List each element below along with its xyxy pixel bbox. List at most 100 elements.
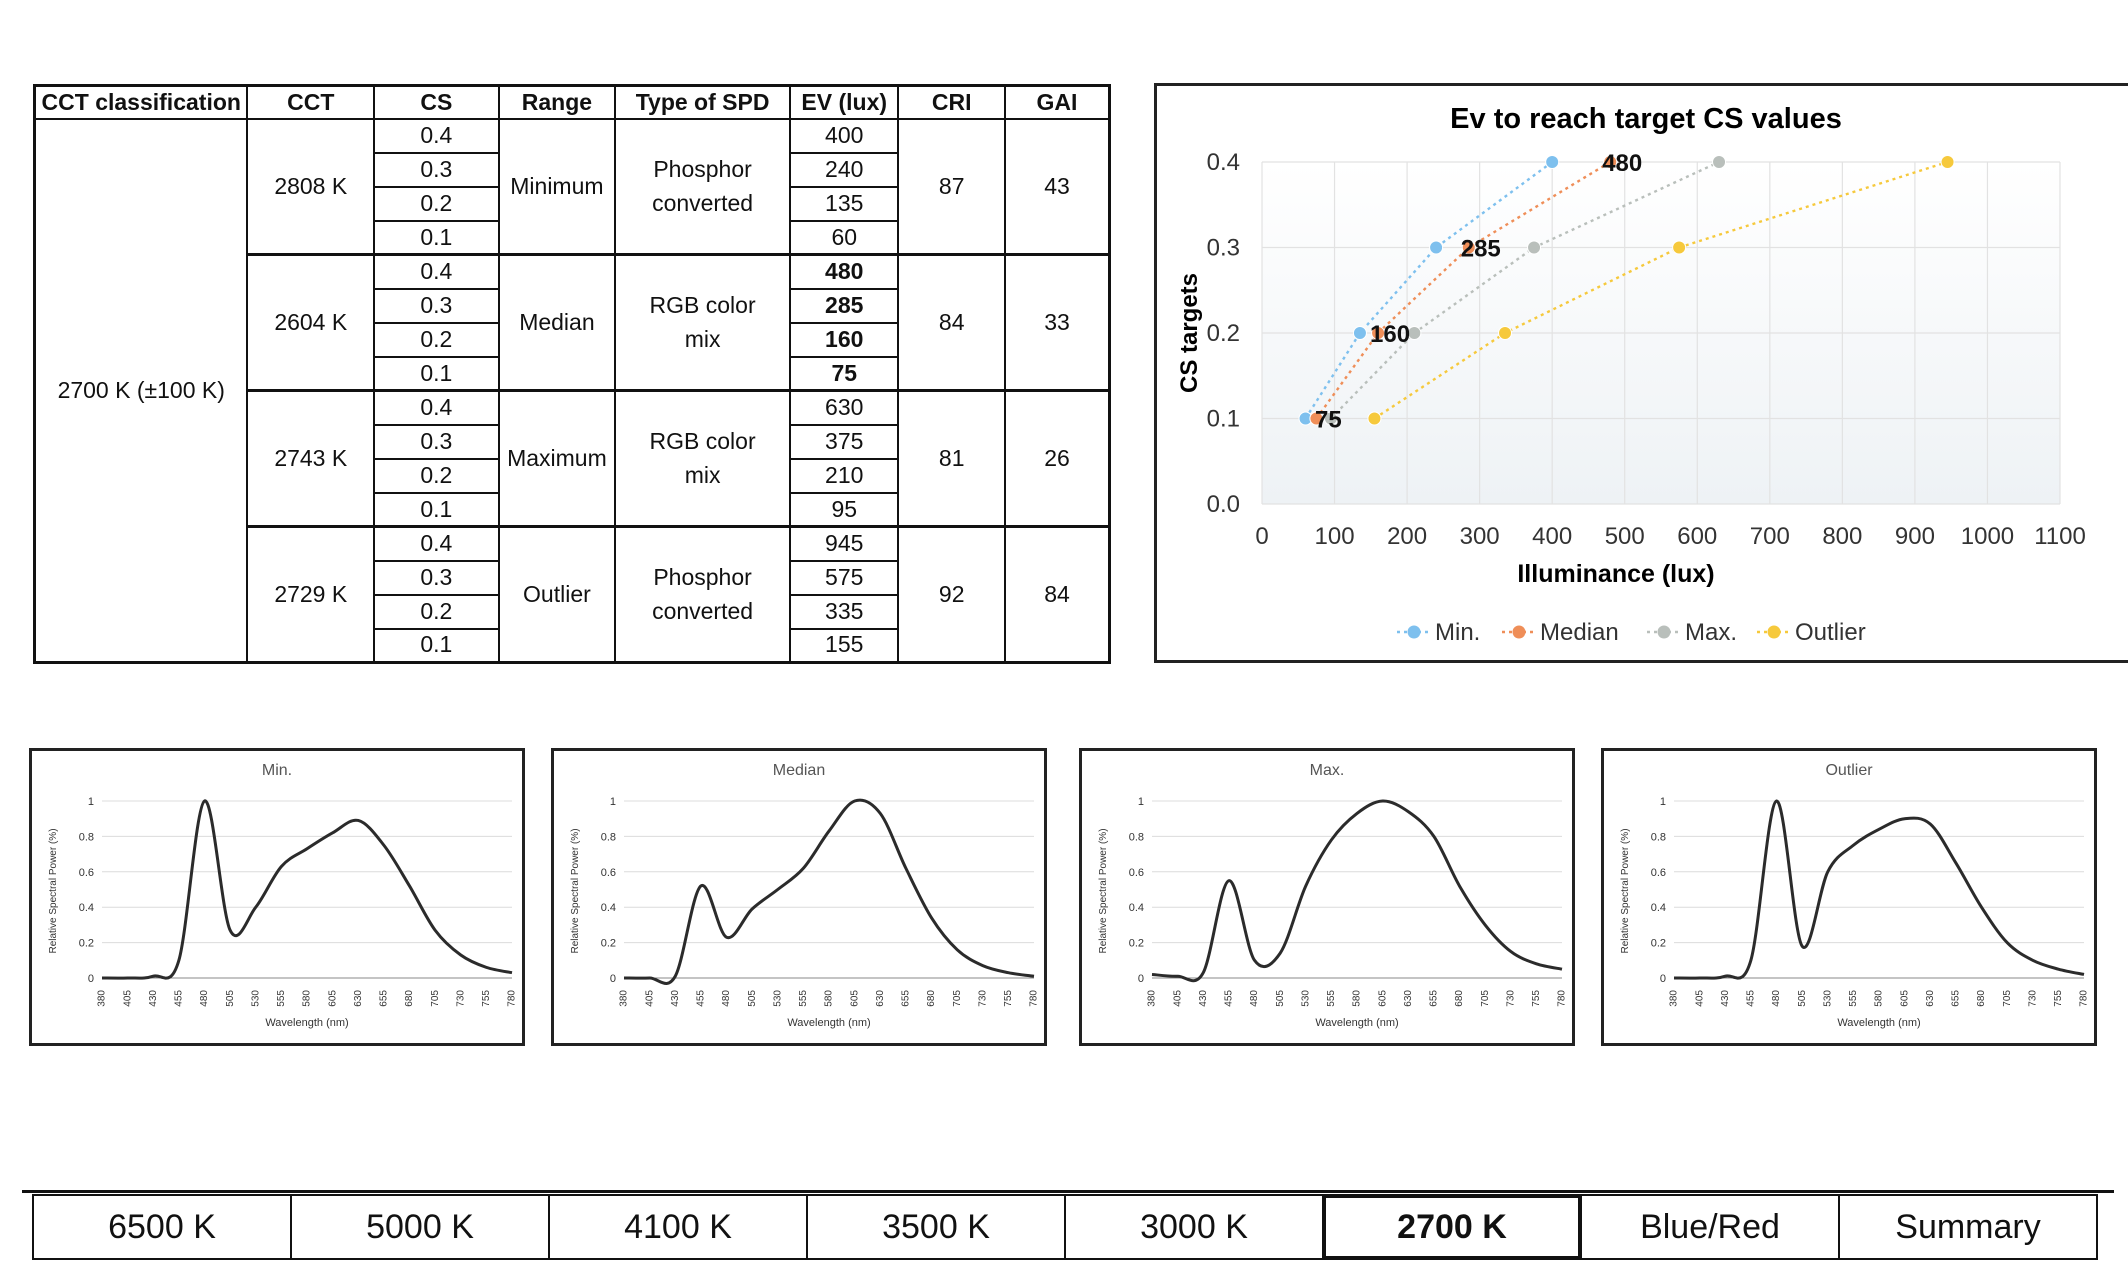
x-axis-label: Wavelength (nm) <box>265 1017 348 1029</box>
x-tick-label: 755 <box>2053 990 2064 1007</box>
x-tick-label: 480 <box>721 990 732 1007</box>
tab-2700-k[interactable]: 2700 K <box>1322 1194 1582 1260</box>
x-tick-label: 605 <box>849 990 860 1007</box>
x-tick-label: 730 <box>977 990 988 1007</box>
spd-type-cell: Phosphor converted <box>614 118 791 256</box>
table-body: 2700 K (±100 K) 2808 K 0.4 Minimum Phosphor … <box>33 118 1111 664</box>
x-tick-label: 400 <box>1532 523 1572 550</box>
x-tick-label: 500 <box>1605 523 1645 550</box>
spd-panel-median: Median 0 0.2 0.4 0.6 0.8 1 380 405 430 455 480 505 53… <box>551 748 1047 1046</box>
x-tick-label: 680 <box>1976 990 1987 1007</box>
y-axis-label: Relative Spectral Power (%) <box>48 828 59 953</box>
x-tick-label: 605 <box>1899 990 1910 1007</box>
tab-3500-k[interactable]: 3500 K <box>806 1194 1066 1260</box>
chart-title: Ev to reach target CS values <box>1450 103 1842 135</box>
x-tick-label: 680 <box>926 990 937 1007</box>
cs-cell: 0.4 <box>373 253 500 290</box>
data-point-outlier <box>1672 240 1687 255</box>
x-tick-label: 800 <box>1822 523 1862 550</box>
header-gai: GAI <box>1003 84 1111 120</box>
x-tick-label: 655 <box>901 990 912 1007</box>
tab-6500-k[interactable]: 6500 K <box>32 1194 292 1260</box>
tab-4100-k[interactable]: 4100 K <box>548 1194 808 1260</box>
table-row: 0.3 575 <box>35 559 1110 596</box>
tab-3000-k[interactable]: 3000 K <box>1064 1194 1324 1260</box>
x-tick-label: 705 <box>2002 990 2013 1007</box>
data-point-max <box>1407 326 1422 340</box>
gai-cell: 43 <box>1003 118 1111 256</box>
x-tick-label: 730 <box>1505 990 1516 1007</box>
x-tick-label: 755 <box>481 990 492 1007</box>
y-tick-label: 0.8 <box>1129 831 1144 843</box>
ev-cell: 160 <box>788 321 900 358</box>
spd-chart-outlier: Outlier 0 0.2 0.4 0.6 0.8 1 380 405 430 455 480 505 5… <box>1620 762 2090 1029</box>
legend-marker-median <box>1512 625 1526 639</box>
series-line-min <box>1304 161 1553 420</box>
x-tick-label: 605 <box>327 990 338 1007</box>
data-point-median <box>1309 411 1324 426</box>
y-tick-label: 0.8 <box>1651 831 1666 843</box>
x-tick-label: 680 <box>1454 990 1465 1007</box>
spd-type-cell: RGB color mix <box>614 389 791 528</box>
x-tick-label: 405 <box>122 990 133 1007</box>
cs-cell: 0.2 <box>373 185 500 222</box>
table-header-row: CCT classification CCT CS Range Type of … <box>33 84 1111 120</box>
header-ev: EV (lux) <box>788 84 900 120</box>
x-tick-label: 380 <box>97 990 108 1007</box>
legend-label: Min. <box>1435 619 1480 646</box>
x-axis-label: Wavelength (nm) <box>1315 1017 1398 1029</box>
x-tick-label: 405 <box>1172 990 1183 1007</box>
spectrum-line <box>101 799 513 980</box>
x-tick-label: 430 <box>1720 990 1731 1007</box>
gai-cell: 26 <box>1003 389 1111 528</box>
x-tick-label: 600 <box>1677 523 1717 550</box>
x-tick-label: 530 <box>250 990 261 1007</box>
x-tick-label: 655 <box>379 990 390 1007</box>
x-tick-label: 780 <box>1557 990 1568 1007</box>
x-tick-label: 455 <box>1224 990 1235 1007</box>
table-row: 2604 K 0.4 Median RGB color mix 480 84 33 <box>35 253 1111 392</box>
ev-cell: 60 <box>788 219 900 256</box>
spd-panel-min: Min. 0 0.2 0.4 0.6 0.8 1 380 405 430 455 480 505 530 5… <box>29 748 525 1046</box>
y-axis-label: Relative Spectral Power (%) <box>1098 828 1109 953</box>
x-tick-label: 0 <box>1255 523 1268 550</box>
tab-summary[interactable]: Summary <box>1838 1194 2098 1260</box>
y-tick-label: 0.6 <box>1651 867 1666 879</box>
ev-scatter-chart: 0 100 200 300 400 500 600 700 800 900 1000 1100 0.0 0… <box>1154 83 2128 663</box>
x-tick-label: 380 <box>1147 990 1158 1007</box>
spd-chart-title: Max. <box>1310 762 1345 779</box>
y-axis-label: Relative Spectral Power (%) <box>570 828 581 953</box>
cs-cell: 0.2 <box>373 593 500 630</box>
data-point-outlier <box>1940 155 1955 169</box>
tab-5000-k[interactable]: 5000 K <box>290 1194 550 1260</box>
x-tick-label: 480 <box>1249 990 1260 1007</box>
ev-cell: 480 <box>788 253 900 290</box>
y-axis-label: CS targets <box>1176 273 1203 393</box>
x-tick-label: 630 <box>1403 990 1414 1007</box>
data-point-outlier <box>1367 411 1382 426</box>
series-line-outlier <box>1373 160 1948 420</box>
y-tick-label: 0.4 <box>1651 902 1666 914</box>
legend-marker-min <box>1407 625 1421 639</box>
legend-marker-outlier <box>1767 625 1781 639</box>
x-tick-label: 430 <box>148 990 159 1007</box>
x-tick-label: 380 <box>1669 990 1680 1007</box>
y-tick-label: 0.3 <box>1207 235 1240 262</box>
y-tick-label: 0.0 <box>1207 491 1240 518</box>
x-tick-label: 405 <box>1694 990 1705 1007</box>
x-tick-label: 730 <box>2027 990 2038 1007</box>
tab-blue-red[interactable]: Blue/Red <box>1580 1194 1840 1260</box>
data-point-median <box>1371 326 1386 340</box>
ev-cell: 630 <box>788 389 900 426</box>
cs-cell: 0.1 <box>373 627 500 664</box>
table-row: 2743 K 0.4 Maximum RGB color mix 630 81 26 <box>35 389 1111 528</box>
data-label: 480 <box>1602 150 1642 177</box>
spectrum-line <box>1673 799 2085 980</box>
gai-cell: 84 <box>1003 525 1111 664</box>
ev-cell: 575 <box>788 559 900 596</box>
y-tick-label: 0.6 <box>79 867 94 879</box>
x-tick-label: 505 <box>225 990 236 1007</box>
y-tick-label: 1 <box>1660 796 1666 808</box>
x-tick-label: 1000 <box>1961 523 2014 550</box>
y-tick-label: 0 <box>88 973 94 985</box>
